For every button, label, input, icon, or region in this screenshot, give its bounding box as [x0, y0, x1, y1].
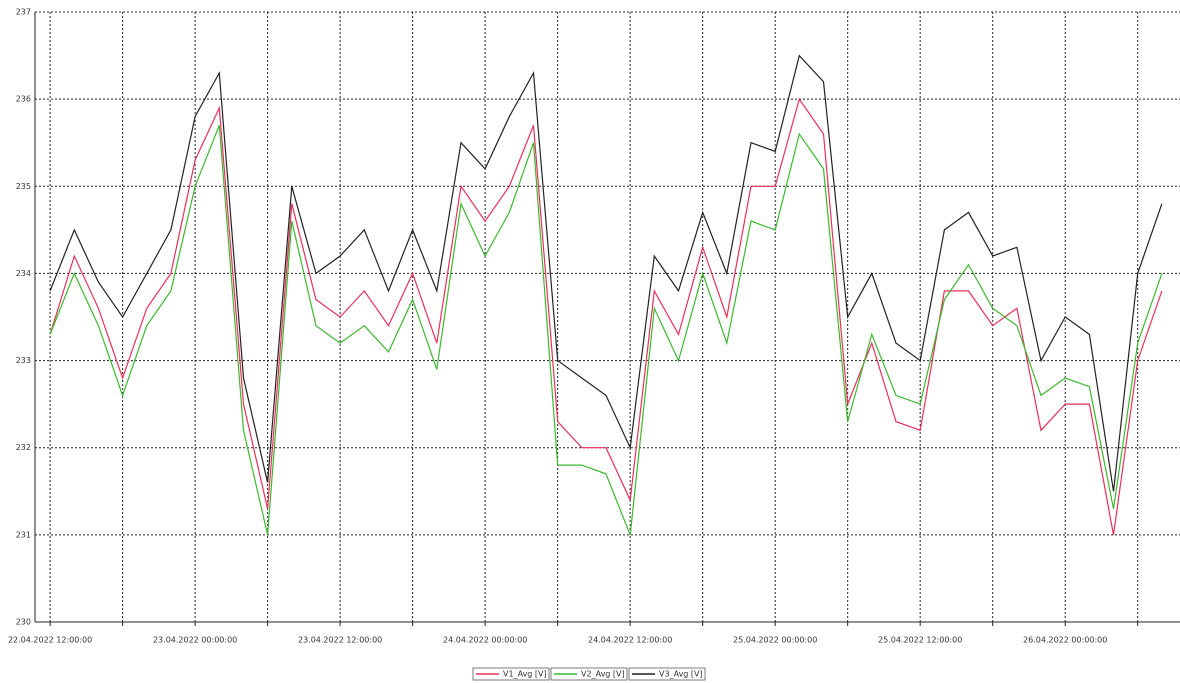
- y-tick-label: 234: [16, 269, 31, 278]
- x-tick-label: 23.04.2022 00:00:00: [153, 636, 237, 645]
- y-tick-label: 230: [16, 618, 31, 627]
- legend-box: [628, 667, 706, 681]
- x-tick-label: 24.04.2022 00:00:00: [443, 636, 527, 645]
- legend-label: V3_Avg [V]: [659, 670, 703, 679]
- x-tick-label: 22.04.2022 12:00:00: [8, 636, 92, 645]
- y-tick-label: 235: [16, 182, 31, 191]
- legend-label: V2_Avg [V]: [581, 670, 625, 679]
- x-tick-label: 25.04.2022 00:00:00: [733, 636, 817, 645]
- y-tick-label: 233: [16, 356, 31, 365]
- series-line: [49, 97, 1163, 536]
- series-line: [49, 54, 1163, 492]
- x-tick-label: 23.04.2022 12:00:00: [298, 636, 382, 645]
- y-tick-label: 236: [16, 95, 31, 104]
- legend-label: V1_Avg [V]: [503, 670, 547, 679]
- y-tick-label: 237: [16, 8, 31, 17]
- y-tick-label: 231: [16, 530, 31, 539]
- series-line: [49, 125, 1163, 536]
- legend-box: [550, 667, 628, 681]
- legend-box: [472, 667, 550, 681]
- x-tick-label: 24.04.2022 12:00:00: [588, 636, 672, 645]
- x-tick-label: 26.04.2022 00:00:00: [1023, 636, 1107, 645]
- x-tick-label: 25.04.2022 12:00:00: [878, 636, 962, 645]
- y-tick-label: 232: [16, 443, 31, 452]
